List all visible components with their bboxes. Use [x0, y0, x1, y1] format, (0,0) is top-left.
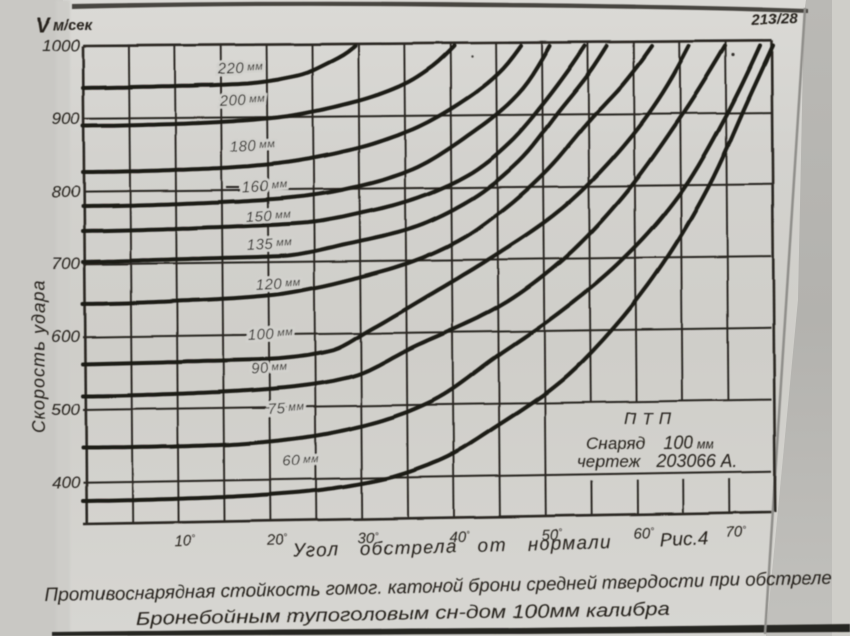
svg-text:600: 600 [52, 327, 81, 346]
svg-text:100мм: 100 мм [247, 325, 293, 344]
svg-text:50°: 50° [541, 527, 562, 544]
svg-text:700: 700 [52, 254, 81, 273]
svg-text:70°: 70° [725, 524, 746, 541]
svg-text:500: 500 [52, 400, 81, 419]
svg-text:20°: 20° [265, 532, 287, 549]
svg-text:400: 400 [52, 473, 81, 492]
svg-text:30°: 30° [357, 530, 378, 547]
svg-text:ПТП: ПТП [624, 409, 677, 428]
svg-text:213/28: 213/28 [751, 10, 799, 29]
svg-text:900: 900 [52, 109, 81, 128]
svg-text:60°: 60° [633, 525, 654, 542]
svg-text:800: 800 [52, 182, 81, 201]
svg-text:1000: 1000 [42, 36, 80, 55]
svg-text:Скорость удара: Скорость удара [29, 280, 49, 433]
svg-text:Vм/сек: Vм/сек [36, 14, 94, 37]
svg-text:40°: 40° [449, 529, 470, 546]
svg-text:10°: 10° [174, 533, 195, 550]
svg-text:Рис.4: Рис.4 [659, 528, 708, 551]
